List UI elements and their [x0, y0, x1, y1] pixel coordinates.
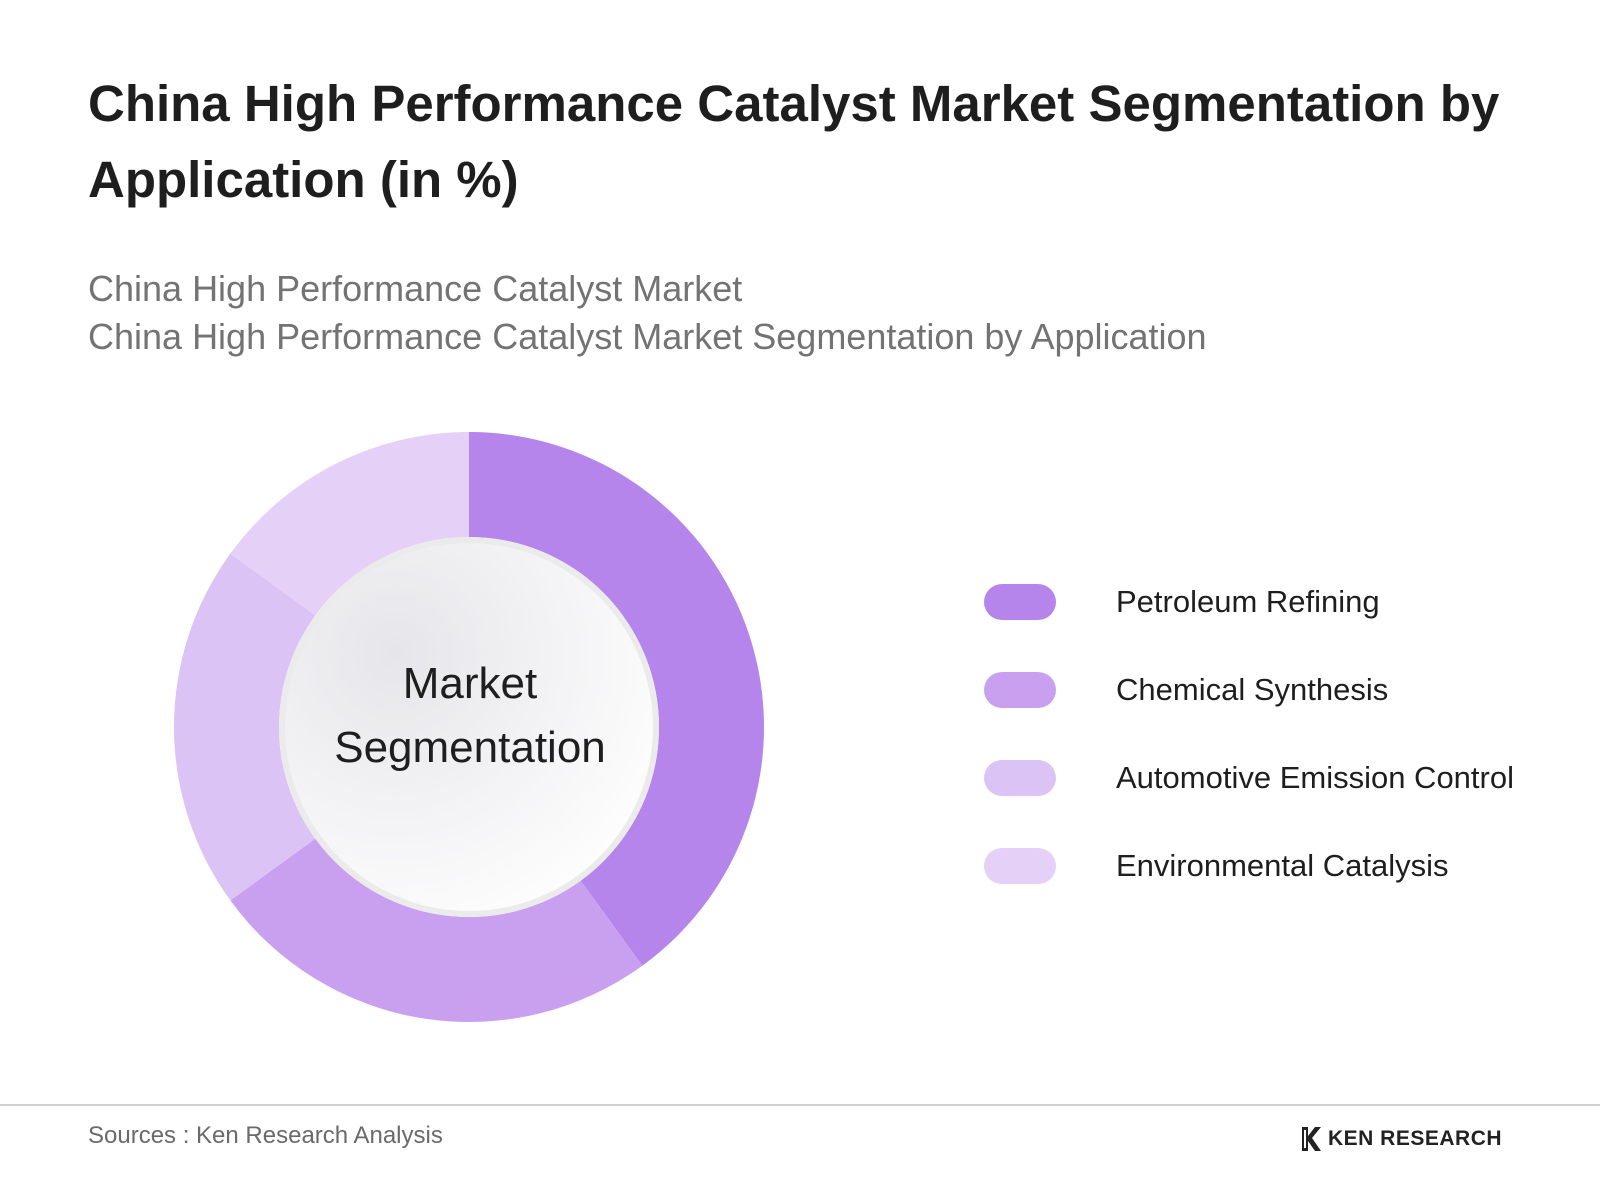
chart-subtitle-line-1: China High Performance Catalyst Market [88, 268, 743, 309]
footer-divider [0, 1104, 1600, 1106]
legend-item-environmental-catalysis: Environmental Catalysis [984, 848, 1584, 884]
legend-item-chemical-synthesis: Chemical Synthesis [984, 672, 1584, 708]
chart-title: China High Performance Catalyst Market S… [88, 75, 1500, 208]
donut-slice-environmental-catalysis [230, 432, 469, 616]
legend-swatch-automotive-emission-control [984, 760, 1056, 796]
legend-swatch-petroleum-refining [984, 584, 1056, 620]
legend-item-petroleum-refining: Petroleum Refining [984, 584, 1584, 620]
legend-item-automotive-emission-control: Automotive Emission Control [984, 760, 1584, 796]
donut-center-label-line-2: Segmentation [334, 723, 606, 772]
chart-subtitle-line-2: China High Performance Catalyst Market S… [88, 316, 1207, 357]
legend-swatch-environmental-catalysis [984, 848, 1056, 884]
donut-slice-chemical-synthesis [230, 838, 643, 1023]
donut-center-label-line-1: Market [402, 659, 538, 708]
donut-slice-petroleum-refining [469, 432, 765, 966]
legend-label-environmental-catalysis: Environmental Catalysis [1116, 848, 1449, 883]
donut-center-disc [285, 543, 653, 911]
donut-slice-automotive-emission-control [174, 553, 316, 901]
ken-research-logo-icon [1302, 1127, 1321, 1151]
donut-center-label: Market Segmentation [290, 652, 650, 780]
brand-logo: KEN RESEARCH [1300, 1124, 1502, 1154]
legend-label-petroleum-refining: Petroleum Refining [1116, 584, 1380, 619]
legend-label-automotive-emission-control: Automotive Emission Control [1116, 760, 1514, 795]
legend-swatch-chemical-synthesis [984, 672, 1056, 708]
legend-label-chemical-synthesis: Chemical Synthesis [1116, 672, 1389, 707]
brand-name: KEN RESEARCH [1328, 1127, 1503, 1150]
source-note: Sources : Ken Research Analysis [88, 1122, 443, 1149]
donut-slices [174, 432, 765, 1023]
chart-legend: Petroleum Refining Chemical Synthesis Auto… [984, 584, 1584, 936]
